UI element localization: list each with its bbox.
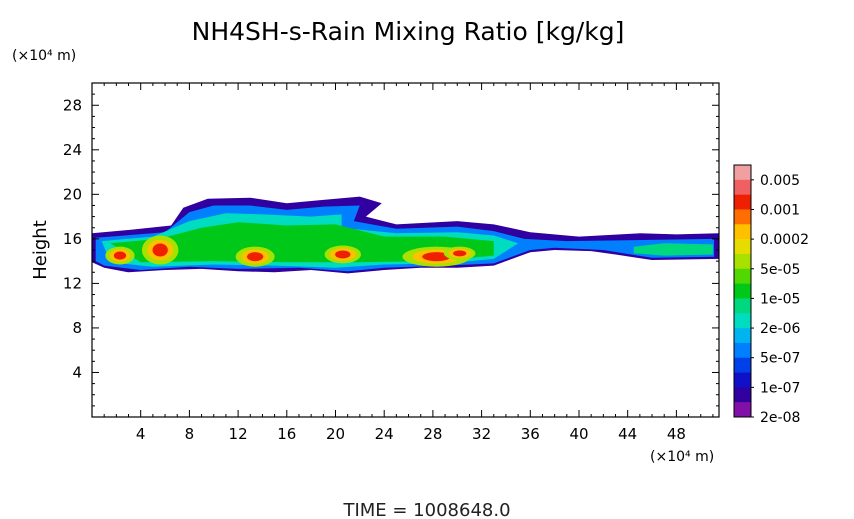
x-tick-label: 48: [667, 425, 686, 443]
colorbar-label: 0.001: [760, 202, 800, 218]
x-axis-ticks: 4 8 12 16 20 24 28 32 36 40 44 48: [103, 83, 714, 443]
colorbar-label: 2e-06: [760, 321, 800, 337]
contour-field: [92, 196, 719, 274]
x-tick-label: 28: [423, 425, 442, 443]
colorbar-frame: [733, 164, 752, 418]
colorbar-label: 0.0002: [760, 232, 809, 248]
colorbar-swatch: [734, 194, 751, 210]
contour-cell-0.001: [453, 250, 467, 257]
colorbar-swatch: [734, 402, 751, 418]
y-tick-label: 4: [72, 363, 82, 381]
x-unit-label: (×10⁴ m): [650, 449, 714, 465]
colorbar-swatch: [734, 268, 751, 284]
y-tick-label: 24: [63, 141, 82, 159]
colorbar-swatch: [734, 283, 751, 299]
y-tick-label: 28: [63, 96, 82, 114]
contour-cell-0.001: [113, 251, 127, 260]
y-axis-ticks: 4 8 12 16 20 24 28: [63, 93, 719, 407]
x-tick-label: 40: [569, 425, 588, 443]
colorbar-label: 5e-07: [760, 351, 800, 367]
x-tick-label: 8: [185, 425, 195, 443]
colorbar-label: 5e-05: [760, 262, 800, 278]
colorbar-label: 1e-05: [760, 291, 800, 307]
colorbar-swatch: [734, 298, 751, 314]
contour-cell-0.001: [246, 252, 264, 262]
contour-cell-0.001: [422, 252, 451, 262]
x-tick-label: 24: [375, 425, 394, 443]
colorbar-swatch: [734, 357, 751, 373]
contour-cell-0.001: [152, 243, 168, 257]
x-tick-label: 36: [521, 425, 540, 443]
x-tick-label: 44: [618, 425, 637, 443]
y-axis-label: Height: [30, 220, 51, 280]
x-tick-label: 32: [472, 425, 491, 443]
contour-cell-0.001: [335, 250, 351, 259]
x-tick-label: 4: [136, 425, 146, 443]
y-tick-label: 16: [63, 230, 82, 248]
x-tick-label: 16: [277, 425, 296, 443]
colorbar-swatch: [734, 179, 751, 195]
colorbar-label: 1e-07: [760, 380, 800, 396]
x-tick-label: 12: [229, 425, 248, 443]
colorbar-label: 2e-08: [760, 410, 800, 426]
y-unit-label: (×10⁴ m): [12, 48, 76, 64]
y-tick-label: 8: [72, 319, 82, 337]
colorbar-swatch: [734, 372, 751, 388]
colorbar-swatch: [734, 313, 751, 329]
colorbar-swatch: [734, 253, 751, 270]
chart-title: NH4SH-s-Rain Mixing Ratio [kg/kg]: [192, 17, 625, 46]
colorbar-swatch: [734, 239, 751, 255]
contour-band-east-cell: [633, 243, 713, 256]
colorbar-swatch: [734, 387, 751, 403]
colorbar-swatch: [734, 165, 751, 181]
colorbar-swatch: [734, 209, 751, 225]
y-tick-label: 20: [63, 185, 82, 203]
y-tick-label: 12: [63, 274, 82, 292]
x-tick-label: 20: [326, 425, 345, 443]
colorbar-swatch: [734, 224, 751, 240]
colorbar-swatch: [734, 342, 751, 359]
colorbar-swatch: [734, 328, 751, 344]
colorbar: 0.005 0.001 0.0002 5e-05 1e-05 2e-06 5e-07 1e-0…: [733, 164, 809, 426]
time-footer: TIME = 1008648.0: [342, 500, 510, 519]
colorbar-label: 0.005: [760, 173, 800, 189]
contour-band-1e-05: [110, 222, 494, 263]
